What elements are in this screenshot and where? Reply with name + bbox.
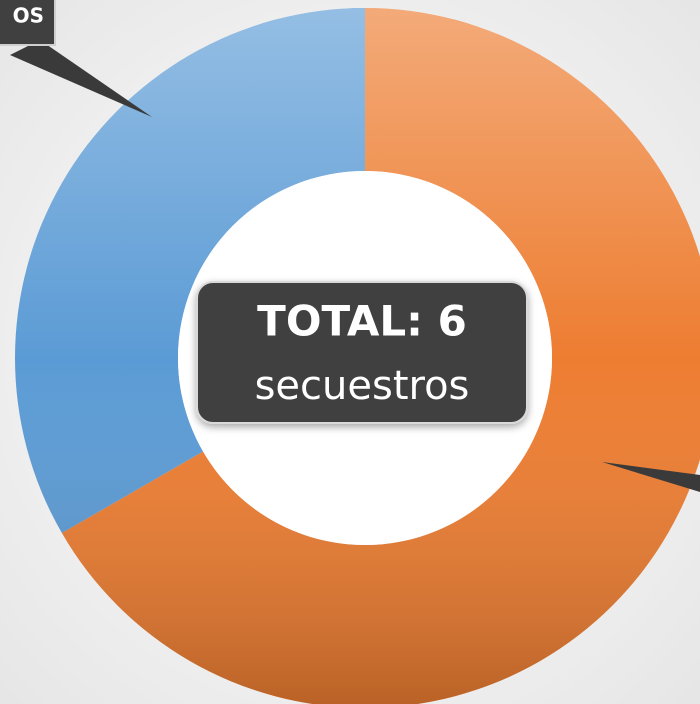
callout-pointer (602, 462, 700, 492)
center-subtitle: secuestros (255, 363, 470, 409)
center-box-bg (196, 281, 528, 424)
callout-pointer (10, 40, 152, 117)
callout-box (0, 0, 56, 46)
center-box (196, 281, 528, 424)
segment-label: OS (13, 4, 44, 28)
center-title: TOTAL: 6 (257, 297, 467, 346)
